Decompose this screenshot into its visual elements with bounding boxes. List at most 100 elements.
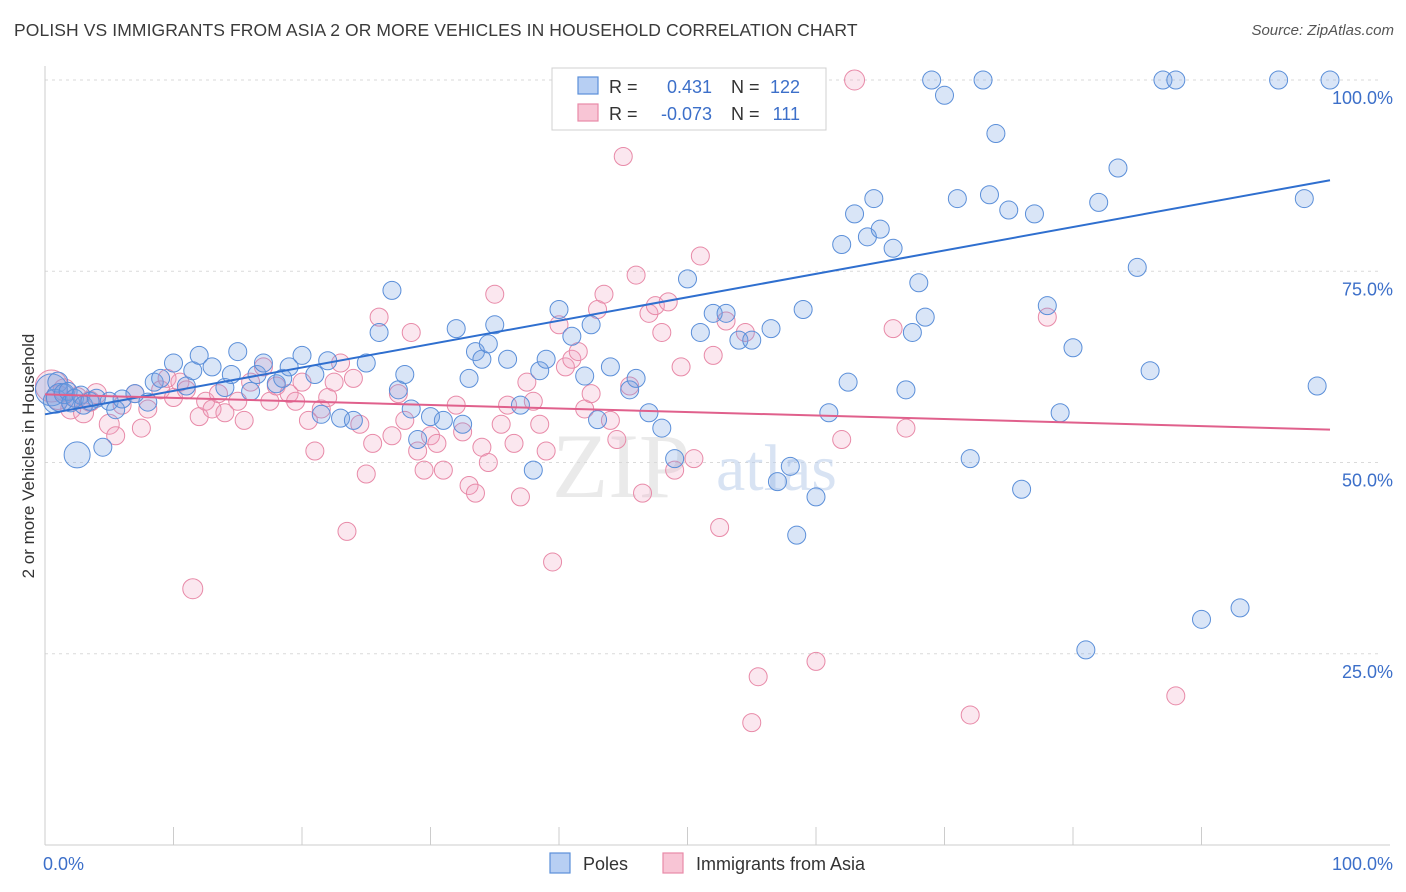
poles-point (189, 345, 209, 365)
asia-point (305, 441, 325, 461)
asia-point (536, 441, 556, 461)
asia-point (652, 322, 672, 342)
poles-point (678, 269, 697, 289)
asia-n-value: 111 (773, 104, 800, 124)
poles-point (498, 349, 518, 369)
asia-point (562, 349, 582, 369)
asia-point (234, 410, 254, 430)
asia-point (343, 368, 363, 388)
asia-point (311, 399, 331, 419)
poles-point (433, 410, 453, 430)
poles-point (395, 365, 415, 385)
asia-point (581, 384, 601, 404)
poles-point (575, 366, 595, 386)
poles-point (870, 219, 890, 239)
poles-point (228, 342, 248, 362)
poles-point (202, 357, 222, 377)
poles-point (408, 430, 428, 450)
poles-point (1230, 598, 1250, 618)
poles-point (356, 353, 376, 373)
poles-r-value: 0.431 (667, 77, 712, 97)
asia-point (684, 449, 704, 469)
asia-point (408, 441, 428, 461)
asia-point (324, 372, 344, 392)
poles-point (241, 381, 261, 401)
legend-poles-swatch (549, 852, 571, 874)
asia-point (613, 147, 633, 166)
poles-point (382, 280, 402, 300)
poles-point (549, 300, 569, 319)
poles-point (902, 322, 922, 342)
poles-n-label: N = (731, 77, 760, 97)
asia-point (98, 413, 120, 435)
asia-point (710, 518, 730, 538)
asia-point (369, 307, 389, 327)
asia-point (735, 322, 755, 342)
poles-point (369, 322, 389, 342)
poles-point (626, 368, 646, 388)
poles-point (562, 326, 582, 346)
poles-point (979, 185, 999, 205)
poles-point (273, 368, 293, 388)
asia-point (433, 460, 453, 480)
asia-point (421, 426, 440, 446)
poles-point (63, 441, 91, 469)
asia-point (363, 433, 383, 453)
poles-point (864, 189, 884, 209)
asia-point (414, 460, 434, 480)
poles-point (510, 395, 530, 415)
poles-point (485, 315, 505, 335)
poles-point (922, 70, 942, 90)
asia-n-label: N = (731, 104, 760, 124)
poles-point (665, 449, 685, 469)
asia-point (401, 322, 421, 342)
y-axis-label: 2 or more Vehicles in Household (19, 334, 38, 579)
poles-point (581, 315, 601, 335)
poles-point (1063, 338, 1083, 358)
y-tick-label: 50.0% (1342, 471, 1393, 491)
y-tick-label: 100.0% (1332, 88, 1393, 108)
asia-point (748, 667, 768, 687)
poles-point (986, 124, 1006, 144)
poles-point (935, 85, 954, 105)
poles-point (1192, 609, 1211, 629)
asia-point (85, 383, 107, 405)
asia-point (543, 552, 563, 572)
poles-point (292, 345, 312, 365)
y-tick-label: 75.0% (1342, 279, 1393, 299)
poles-point (780, 456, 800, 476)
asia-point (633, 483, 653, 503)
asia-point (1037, 307, 1057, 327)
source-label: Source: ZipAtlas.com (1251, 22, 1394, 39)
poles-point (266, 374, 286, 394)
poles-point (311, 404, 331, 424)
poles-point (401, 399, 421, 419)
poles-point (742, 330, 762, 350)
bottom-legend: Poles Immigrants from Asia (549, 852, 866, 874)
poles-point (588, 410, 608, 430)
asia-point (607, 430, 627, 450)
asia-point (832, 430, 852, 450)
poles-point (896, 380, 916, 400)
poles-point (446, 319, 466, 339)
poles-point (973, 70, 993, 90)
asia-point (478, 453, 498, 472)
asia-point (465, 483, 485, 503)
poles-point (453, 414, 473, 434)
asia-point (395, 410, 415, 430)
poles-r-label: R = (609, 77, 638, 97)
poles-point (999, 200, 1019, 220)
asia-point (671, 357, 691, 377)
poles-point (459, 368, 479, 388)
poles-point (960, 449, 980, 469)
asia-trendline (44, 393, 1331, 431)
asia-point (337, 521, 357, 541)
asia-point (106, 426, 126, 446)
poles-point (1127, 257, 1147, 277)
asia-point (459, 475, 479, 495)
poles-point (164, 353, 183, 373)
asia-r-value: -0.073 (661, 104, 712, 124)
asia-point (215, 403, 235, 423)
poles-point (1269, 70, 1289, 90)
